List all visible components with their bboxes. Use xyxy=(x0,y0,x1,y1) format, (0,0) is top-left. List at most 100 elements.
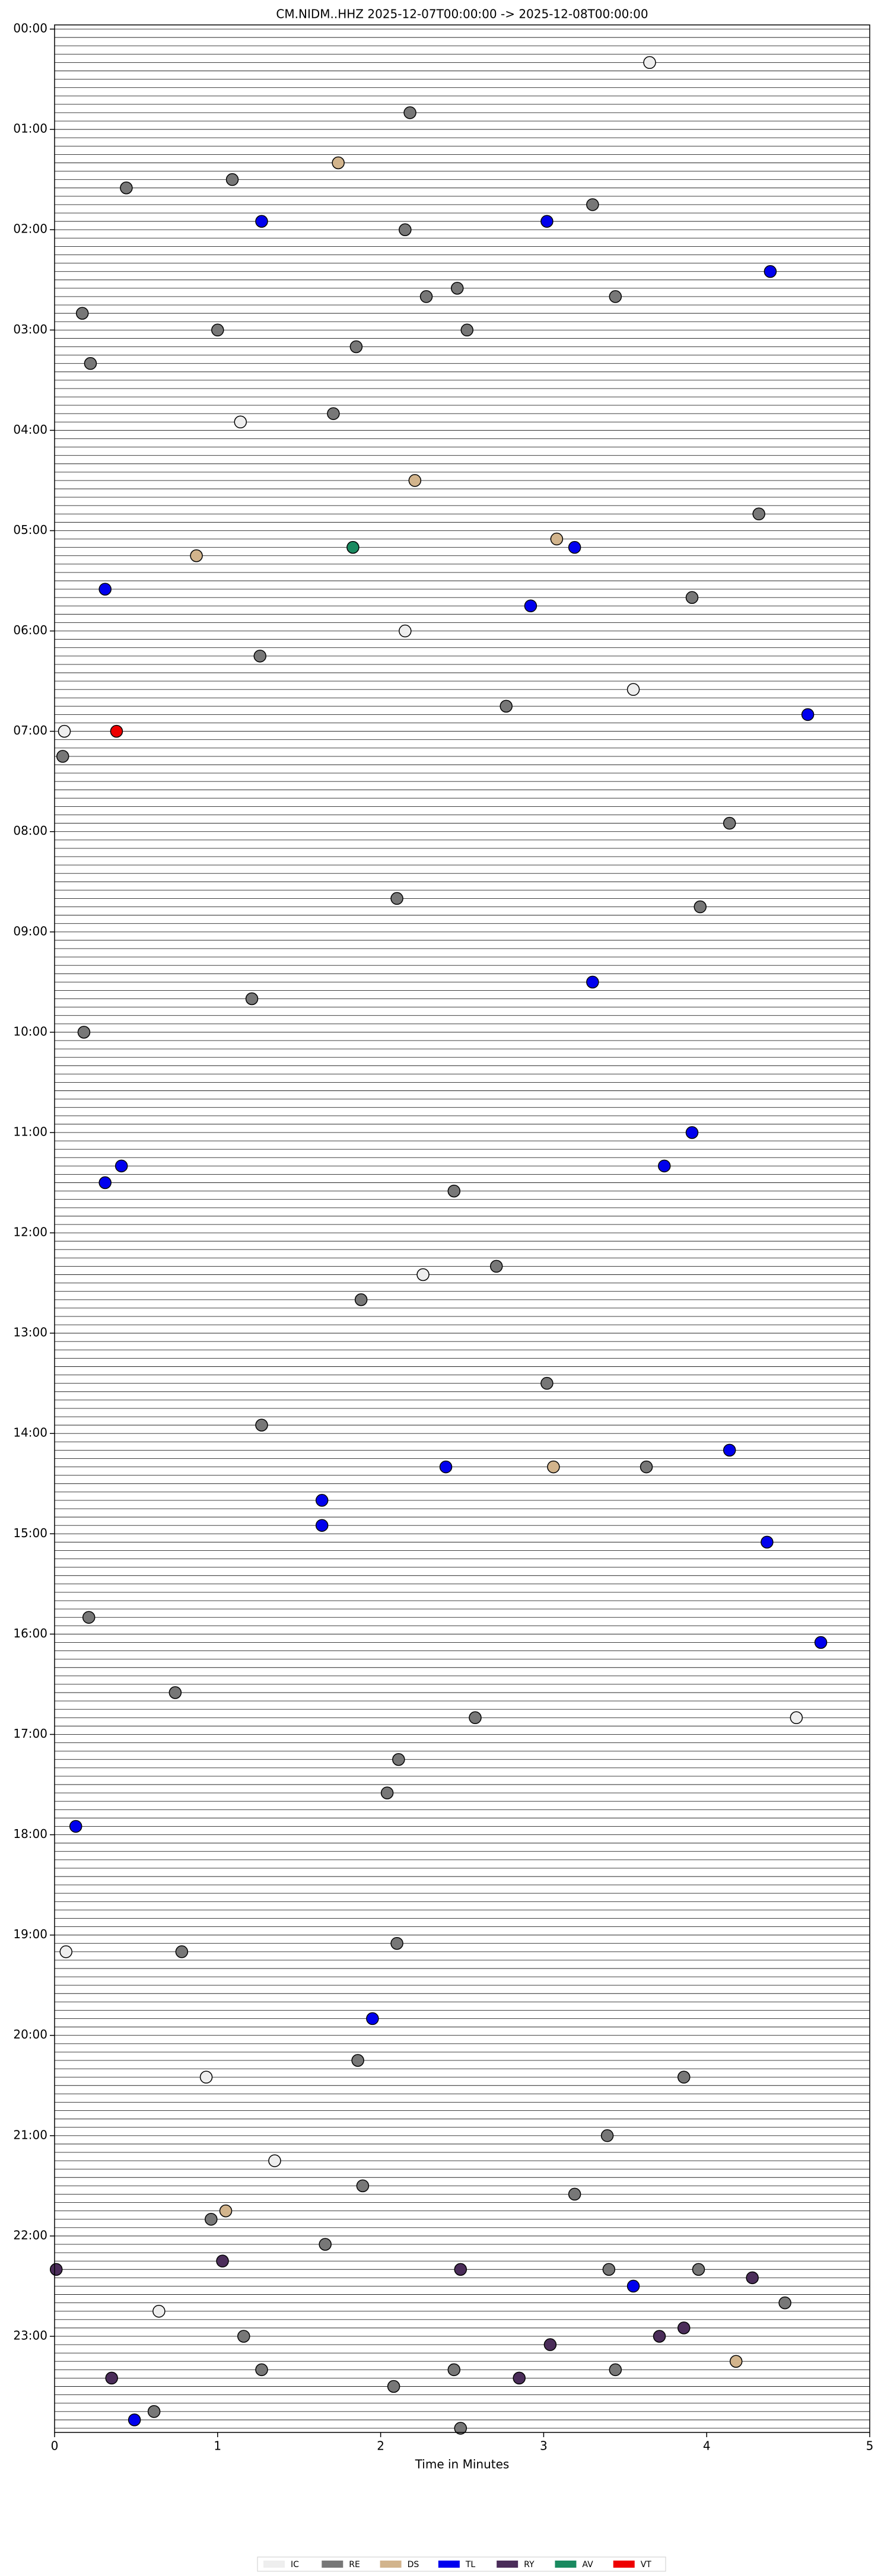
event-marker xyxy=(219,2204,233,2218)
event-marker xyxy=(58,724,71,738)
legend-label: TL xyxy=(465,2560,476,2569)
event-marker xyxy=(752,507,765,521)
event-marker xyxy=(168,1686,182,1699)
event-marker xyxy=(814,1636,828,1649)
legend-label: IC xyxy=(291,2560,299,2569)
event-marker xyxy=(351,2054,364,2067)
event-marker xyxy=(568,540,581,554)
legend-swatch xyxy=(438,2561,460,2568)
event-marker xyxy=(801,708,815,721)
event-marker xyxy=(152,2304,166,2318)
event-marker xyxy=(602,2263,616,2276)
event-marker xyxy=(128,2413,141,2426)
event-marker xyxy=(268,2154,281,2167)
y-tick-label: 08:00 xyxy=(13,823,47,838)
event-marker xyxy=(255,215,268,228)
event-marker xyxy=(685,591,699,604)
event-marker xyxy=(600,2129,614,2142)
y-tick-label: 11:00 xyxy=(13,1124,47,1138)
y-tick-label: 21:00 xyxy=(13,2127,47,2142)
event-marker xyxy=(390,892,403,905)
event-marker xyxy=(489,1260,503,1273)
y-tick-label: 20:00 xyxy=(13,2027,47,2041)
event-marker xyxy=(524,599,537,613)
event-marker xyxy=(568,2187,581,2201)
y-tick-label: 10:00 xyxy=(13,1024,47,1038)
event-marker xyxy=(380,1786,394,1799)
x-axis-label: Time in Minutes xyxy=(415,2457,510,2472)
y-tick-label: 03:00 xyxy=(13,322,47,336)
event-marker xyxy=(390,1936,403,1950)
event-marker xyxy=(454,2263,467,2276)
event-marker xyxy=(746,2271,759,2285)
event-marker xyxy=(653,2330,666,2343)
event-marker xyxy=(677,2321,691,2335)
y-tick-label: 04:00 xyxy=(13,422,47,437)
event-marker xyxy=(327,407,340,420)
event-marker xyxy=(75,307,89,320)
event-marker xyxy=(349,340,363,354)
event-marker xyxy=(225,173,239,186)
event-marker xyxy=(82,1611,96,1624)
y-tick-label: 02:00 xyxy=(13,222,47,236)
event-marker xyxy=(315,1519,329,1532)
event-marker xyxy=(460,323,473,337)
event-marker xyxy=(550,532,564,546)
event-marker xyxy=(332,156,345,170)
event-marker xyxy=(98,1176,112,1190)
event-marker xyxy=(643,56,656,69)
event-marker xyxy=(253,650,266,663)
event-marker xyxy=(790,1711,803,1725)
event-marker xyxy=(366,2012,379,2025)
event-marker xyxy=(447,1184,461,1198)
event-marker xyxy=(110,724,123,738)
event-marker xyxy=(387,2380,400,2393)
legend-swatch xyxy=(555,2561,577,2568)
legend-label: RY xyxy=(524,2560,535,2569)
event-marker xyxy=(56,750,69,763)
x-tick-label: 1 xyxy=(214,2439,221,2453)
event-marker xyxy=(245,992,259,1006)
x-tick-label: 5 xyxy=(866,2439,874,2453)
legend-swatch xyxy=(613,2561,635,2568)
event-marker xyxy=(115,1159,128,1173)
event-marker xyxy=(403,106,416,119)
event-marker xyxy=(175,1945,189,1958)
event-marker xyxy=(626,683,640,696)
chart-title: CM.NIDM..HHZ 2025-12-07T00:00:00 -> 2025… xyxy=(276,7,648,21)
y-tick-label: 05:00 xyxy=(13,523,47,537)
event-marker xyxy=(685,1126,699,1139)
event-marker xyxy=(658,1159,671,1173)
event-marker xyxy=(59,1945,72,1958)
event-marker xyxy=(49,2263,63,2276)
event-marker xyxy=(626,2279,640,2293)
legend: IC RE DS TL RY AV VT xyxy=(257,2556,666,2572)
event-marker xyxy=(205,2212,218,2226)
legend-swatch xyxy=(380,2561,402,2568)
event-marker xyxy=(392,1753,405,1766)
event-marker xyxy=(199,2071,213,2084)
event-marker xyxy=(723,816,736,830)
y-tick-label: 06:00 xyxy=(13,623,47,637)
event-marker xyxy=(255,1419,268,1432)
event-marker xyxy=(147,2405,161,2418)
event-marker xyxy=(694,900,707,914)
legend-swatch xyxy=(263,2561,285,2568)
legend-label: DS xyxy=(408,2560,419,2569)
event-marker xyxy=(237,2330,250,2343)
y-tick-label: 17:00 xyxy=(13,1726,47,1741)
event-marks xyxy=(49,56,828,2435)
x-tick-label: 2 xyxy=(377,2439,384,2453)
event-marker xyxy=(416,1268,430,1281)
y-tick-label: 09:00 xyxy=(13,924,47,938)
event-marker xyxy=(547,1460,560,1474)
event-marker xyxy=(234,415,247,429)
event-marker xyxy=(255,2363,268,2377)
event-marker xyxy=(729,2355,743,2368)
event-marker xyxy=(764,265,777,278)
y-tick-label: 01:00 xyxy=(13,122,47,136)
event-marker xyxy=(346,540,360,554)
event-marker xyxy=(761,1535,774,1549)
event-marker xyxy=(319,2238,332,2251)
